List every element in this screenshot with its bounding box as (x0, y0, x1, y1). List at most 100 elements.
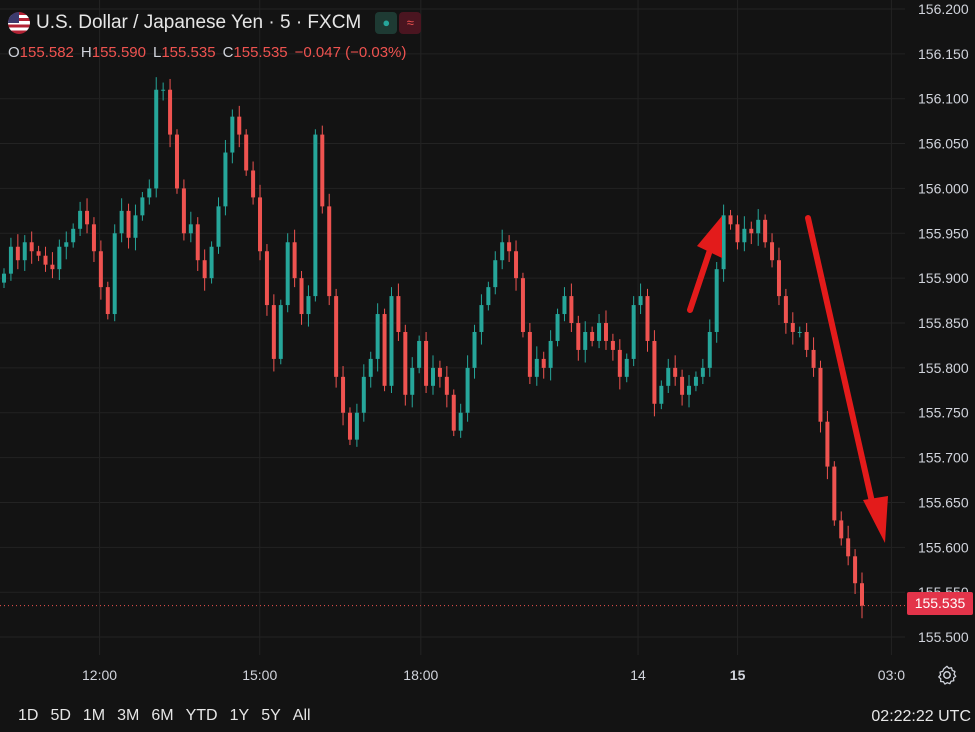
candle-body (50, 264, 55, 270)
utc-clock[interactable]: 02:22:22 UTC (871, 708, 971, 725)
status-pill[interactable]: ● ≈ (375, 12, 422, 34)
high-label: H (80, 44, 92, 61)
candle-body (714, 269, 719, 332)
candle-body (811, 349, 816, 368)
candle-body (361, 376, 366, 413)
range-1y[interactable]: 1Y (229, 707, 250, 724)
candle-body (258, 197, 263, 252)
candle-body (105, 287, 110, 315)
candle-body (133, 215, 138, 238)
open-label: O (8, 44, 20, 61)
arrow-down-icon (805, 215, 875, 505)
candle-body (853, 556, 858, 584)
candle-body (403, 331, 408, 395)
candle-body (818, 367, 823, 422)
candle-body (43, 255, 48, 265)
candle-body (327, 206, 332, 297)
market-open-icon: ● (375, 12, 398, 34)
candle-body (15, 246, 20, 261)
candle-body (237, 116, 242, 135)
candle-body (313, 134, 318, 297)
candle-body (368, 358, 373, 377)
x-tick-label: 18:00 (403, 667, 438, 683)
candle-body (126, 210, 131, 238)
candle-body (687, 385, 692, 395)
candle-body (230, 116, 235, 153)
candle-body (846, 538, 851, 557)
candle-body (271, 305, 276, 359)
range-1d[interactable]: 1D (18, 707, 39, 724)
us-flag-icon (8, 12, 30, 34)
symbol-title[interactable]: U.S. Dollar / Japanese Yen · 5 · FXCM (36, 12, 362, 33)
candle-body (216, 206, 221, 247)
y-tick-label: 155.500 (918, 629, 969, 645)
candle-body (666, 367, 671, 386)
candle-body (617, 349, 622, 377)
range-1m[interactable]: 1M (82, 707, 106, 724)
candle-body (749, 228, 754, 234)
candle-body (659, 385, 664, 404)
candle-body (347, 412, 352, 440)
bottom-toolbar: 1D 5D 1M 3M 6M YTD 1Y 5Y All 02:22:22 UTC (0, 700, 975, 732)
candle-body (140, 197, 145, 216)
range-3m[interactable]: 3M (117, 707, 140, 724)
candle-body (603, 323, 608, 341)
candle-body (451, 394, 456, 431)
y-tick-label: 156.150 (918, 46, 969, 62)
candle-body (98, 251, 103, 288)
candle-body (85, 210, 90, 225)
close-label: C (222, 44, 234, 61)
candle-body (770, 242, 775, 261)
candle-body (354, 412, 359, 440)
candle-body (652, 340, 657, 404)
x-tick-label: 15 (730, 667, 746, 683)
candle-body (202, 260, 207, 279)
change-value: −0.047 (−0.03%) (294, 44, 407, 61)
candle-body (431, 367, 435, 386)
candle-body (597, 323, 602, 341)
candle-body (375, 314, 380, 359)
range-6m[interactable]: 6M (151, 707, 174, 724)
candle-body (223, 152, 228, 207)
y-tick-label: 155.800 (918, 360, 969, 376)
candle-body (569, 296, 574, 324)
y-tick-label: 155.600 (918, 539, 969, 555)
candle-body (707, 331, 712, 368)
candle-body (804, 331, 809, 350)
candle-body (389, 296, 394, 386)
candle-body (832, 466, 837, 521)
candle-body (465, 367, 470, 413)
candle-body (168, 89, 173, 135)
range-5y[interactable]: 5Y (261, 707, 281, 724)
candle-body (410, 367, 415, 395)
candle-body (29, 242, 34, 252)
range-ytd[interactable]: YTD (185, 707, 218, 724)
candle-body (527, 331, 532, 377)
candle-body (825, 421, 830, 467)
arrow-up-icon (687, 247, 713, 313)
candle-body (417, 340, 422, 368)
candle-body (548, 340, 553, 368)
symbol-header[interactable]: U.S. Dollar / Japanese Yen · 5 · FXCM ● … (8, 12, 422, 34)
range-5d[interactable]: 5D (50, 707, 71, 724)
candle-body (514, 251, 519, 279)
candle-body (299, 278, 304, 315)
range-all[interactable]: All (292, 707, 311, 724)
candle-body (209, 246, 214, 279)
candle-body (486, 287, 491, 306)
x-tick-label: 14 (630, 667, 646, 683)
candle-body (8, 246, 13, 274)
y-tick-label: 156.050 (918, 136, 969, 152)
chart-canvas[interactable]: 155.500155.550155.600155.650155.700155.7… (0, 0, 975, 700)
candle-body (500, 242, 505, 261)
candle-body (320, 134, 325, 207)
candle-body (645, 296, 650, 341)
gear-icon[interactable] (936, 664, 958, 686)
candle-body (534, 358, 539, 377)
candle-body (735, 224, 740, 243)
candle-body (583, 331, 588, 350)
candle-body (147, 188, 152, 198)
candle-body (36, 251, 41, 256)
candle-body (437, 367, 442, 377)
candle-body (174, 134, 179, 189)
